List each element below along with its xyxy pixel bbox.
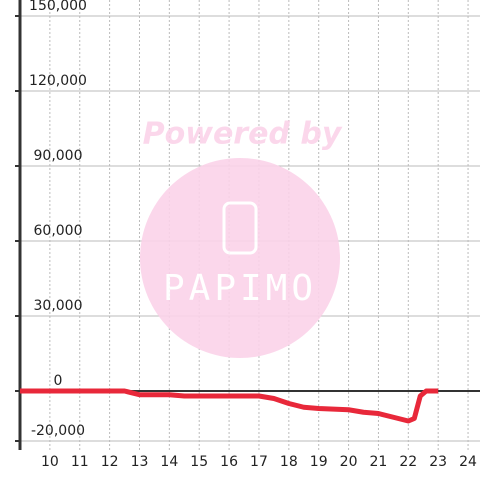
y-tick-label: -20,000 (31, 423, 85, 439)
y-tick-label: 90,000 (34, 148, 83, 164)
watermark-circle (140, 158, 340, 358)
x-tick-label: 15 (190, 454, 208, 470)
x-tick-label: 19 (310, 454, 328, 470)
line-series (20, 388, 439, 424)
x-tick-label: 24 (459, 454, 477, 470)
y-tick-label: 120,000 (29, 73, 87, 89)
y-tick-label: 150,000 (29, 0, 87, 14)
y-tick-label: 0 (54, 373, 63, 389)
x-tick-label: 21 (370, 454, 388, 470)
x-tick-label: 12 (101, 454, 119, 470)
x-tick-label: 11 (71, 454, 89, 470)
watermark-logo: PAPIMO (163, 268, 317, 309)
watermark-phone (222, 201, 258, 255)
x-tick-label: 17 (250, 454, 268, 470)
x-tick-label: 10 (41, 454, 59, 470)
x-tick-label: 13 (131, 454, 149, 470)
x-tick-label: 20 (340, 454, 358, 470)
x-tick-label: 16 (220, 454, 238, 470)
y-tick-label: 60,000 (34, 223, 83, 239)
x-tick-label: 22 (399, 454, 417, 470)
x-tick-label: 23 (429, 454, 447, 470)
watermark: Powered by PAPIMO (140, 117, 343, 358)
watermark-text: Powered by (143, 117, 343, 152)
y-tick-label: 30,000 (34, 298, 83, 314)
x-tick-label: 18 (280, 454, 298, 470)
x-tick-label: 14 (160, 454, 178, 470)
